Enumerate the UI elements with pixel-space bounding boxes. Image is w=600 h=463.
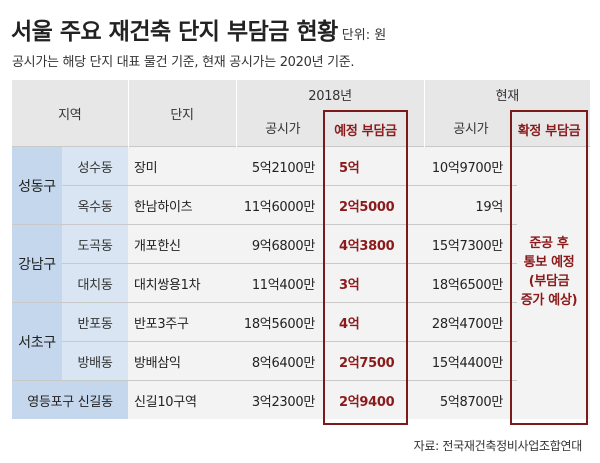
confirmed-burden-cell	[517, 146, 591, 419]
table-row: 강남구 도곡동 개포한신 9억6800만 4억3800 15억7300만	[12, 224, 590, 303]
danji-cell: 한남하이츠	[128, 185, 237, 225]
header-confirmed: 확정 부담금	[517, 124, 581, 139]
price-2018-cell: 18억5600만	[236, 302, 330, 342]
header-current: 현재	[423, 80, 591, 108]
subtitle: 공시가는 해당 단지 대표 물건 기준, 현재 공시가는 2020년 기준.	[12, 55, 355, 70]
price-now-cell: 18억6500만	[424, 263, 518, 303]
sub-region-cell: 방배동	[62, 341, 129, 381]
danji-cell: 신길10구역	[128, 380, 237, 419]
expected-burden-cell: 2억9400	[329, 380, 425, 419]
price-now-cell: 15억7300만	[424, 224, 518, 264]
price-now-cell: 10억9700만	[424, 146, 518, 186]
expected-burden-cell: 4억3800	[329, 224, 425, 264]
sub-region-cell: 대치동	[62, 263, 129, 303]
confirmed-note-line: 준공 후	[529, 236, 569, 251]
header-confirmed-slot	[517, 108, 591, 147]
price-2018-cell: 11억6000만	[236, 185, 330, 225]
unit-label: 단위: 원	[341, 28, 387, 43]
header-2018: 2018년	[235, 80, 425, 108]
price-now-cell: 19억	[424, 185, 518, 225]
table-row: 영등포구 신길동 신길10구역 3억2300만 2억9400 5억8700만	[12, 380, 590, 419]
sub-region-cell: 도곡동	[62, 224, 129, 264]
danji-cell: 대치쌍용1차	[128, 263, 237, 303]
price-2018-cell: 3억2300만	[236, 380, 330, 419]
price-2018-cell: 8억6400만	[236, 341, 330, 381]
header-expected: 예정 부담금	[334, 124, 397, 139]
expected-burden-cell: 4억	[329, 302, 425, 342]
burden-table: 지역 단지 2018년 현재 공시가 공시가 성동구 성수동 장미 5억2100…	[12, 80, 591, 419]
table-row: 성동구 성수동 장미 5억2100만 5억 10억9700만	[12, 146, 591, 419]
confirmed-note-line: 통보 예정	[523, 255, 575, 270]
price-now-cell: 5억8700만	[424, 380, 518, 419]
sub-region-cell: 성수동	[62, 146, 129, 186]
expected-burden-cell: 2억7500	[329, 341, 425, 381]
header-expected-slot	[329, 108, 425, 147]
expected-burden-cell: 2억5000	[329, 185, 425, 225]
region-cell: 성동구	[12, 146, 62, 225]
title-text: 서울 주요 재건축 단지 부담금 현황	[11, 19, 338, 45]
danji-cell: 방배삼익	[128, 341, 237, 381]
table-row: 서초구 반포동 반포3주구 18억5600만 4억 28억4700만	[12, 302, 590, 381]
sub-region-cell: 옥수동	[62, 185, 129, 225]
danji-cell: 반포3주구	[128, 302, 237, 342]
table-row: 옥수동 한남하이츠 11억6000만 2억5000 19억	[12, 185, 590, 225]
price-now-cell: 15억4400만	[424, 341, 518, 381]
confirmed-note-line: 증가 예상)	[520, 293, 578, 308]
price-2018-cell: 5억2100만	[236, 146, 330, 186]
header-danji: 단지	[127, 80, 237, 147]
danji-cell: 장미	[128, 146, 237, 186]
sub-region-cell: 반포동	[62, 302, 129, 342]
confirmed-note: 준공 후 통보 예정 (부담금 증가 예상)	[510, 234, 588, 310]
region-cell: 서초구	[12, 302, 62, 381]
expected-burden-cell: 3억	[329, 263, 425, 303]
header-price-now: 공시가	[423, 108, 518, 147]
header-price-2018: 공시가	[235, 108, 330, 147]
region-cell: 강남구	[12, 224, 62, 303]
price-2018-cell: 9억6800만	[236, 224, 330, 264]
expected-burden-cell: 5억	[329, 146, 425, 186]
source-note: 자료: 전국재건축정비사업조합연대	[413, 439, 583, 453]
price-now-cell: 28억4700만	[424, 302, 518, 342]
table-row: 방배동 방배삼익 8억6400만 2억7500 15억4400만	[12, 341, 590, 381]
danji-cell: 개포한신	[128, 224, 237, 264]
region-cell: 영등포구 신길동	[12, 380, 129, 419]
header-region: 지역	[12, 80, 129, 147]
page-title: 서울 주요 재건축 단지 부담금 현황 단위: 원	[11, 12, 386, 46]
table-row: 대치동 대치쌍용1차 11억400만 3억 18억6500만	[12, 263, 590, 303]
confirmed-note-line: (부담금	[528, 274, 570, 289]
price-2018-cell: 11억400만	[236, 263, 330, 303]
